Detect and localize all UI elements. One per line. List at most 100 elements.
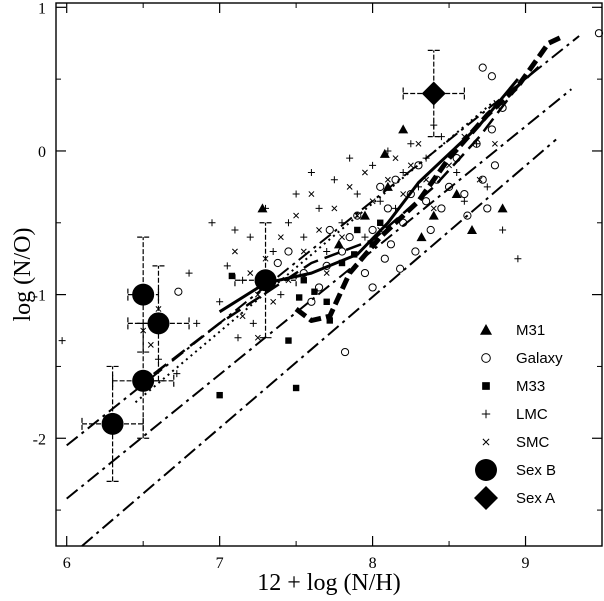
lmc-point: [353, 190, 361, 198]
lmc-point: [307, 169, 315, 177]
galaxy-point: [322, 261, 331, 270]
m33-point: [228, 272, 236, 280]
smc-point: [254, 334, 261, 341]
smc-point: [339, 234, 345, 241]
smc-point: [239, 313, 246, 320]
y-axis-label: log (N/O): [10, 228, 36, 322]
m33-point: [377, 219, 384, 226]
m33-point: [292, 384, 300, 392]
smc-point: [415, 140, 422, 147]
galaxy-point: [174, 287, 183, 296]
legend-sex-b: Sex B: [475, 459, 556, 481]
x-tick-label: 7: [216, 555, 224, 572]
model-line-dash-dot: [66, 88, 573, 500]
legend-smc: SMC: [482, 434, 550, 451]
galaxy-point: [307, 297, 316, 306]
m33-point: [311, 288, 318, 295]
lmc-point: [483, 183, 491, 191]
y-tick-label: 1: [38, 0, 46, 17]
legend: M31 Galaxy M33 LMC SMC Sex B Sex A: [474, 322, 563, 510]
y-tick-label: -1: [33, 288, 46, 305]
smc-point: [247, 270, 254, 277]
smc-point: [400, 191, 407, 198]
galaxy-point: [391, 175, 400, 184]
legend-sex-b-marker: [475, 459, 497, 481]
galaxy-point: [472, 139, 481, 148]
smc-point: [254, 291, 261, 298]
lmc-point: [384, 147, 392, 155]
galaxy-point: [498, 103, 507, 112]
galaxy-point: [368, 283, 377, 292]
legend-lmc-label: LMC: [516, 406, 548, 423]
x-tick-label: 9: [522, 555, 530, 572]
lmc-point: [407, 140, 415, 148]
smc-point: [231, 248, 238, 255]
m31-point: [398, 124, 409, 134]
m31-point: [451, 189, 462, 199]
m31-point: [416, 232, 427, 242]
galaxy-point: [396, 264, 405, 273]
galaxy-point: [483, 204, 492, 213]
m33-point: [326, 317, 333, 324]
plot-frame: [55, 2, 603, 547]
galaxy-point: [452, 154, 461, 163]
lmc-point: [499, 226, 507, 234]
galaxy-point: [414, 161, 423, 170]
lmc-point: [323, 248, 331, 256]
smc-point: [430, 205, 437, 212]
galaxy-point: [337, 247, 347, 256]
galaxy-point: [325, 225, 334, 235]
m33-point: [285, 337, 292, 344]
m31-point: [497, 203, 508, 213]
lmc-point: [216, 298, 224, 306]
legend-lmc-marker: [481, 409, 491, 419]
legend-lmc: LMC: [481, 406, 548, 423]
lmc-point: [284, 219, 292, 227]
lmc-point: [361, 233, 369, 241]
galaxy-point: [340, 347, 350, 357]
smc-point: [461, 133, 468, 140]
galaxy-point: [463, 211, 472, 220]
lmc-point: [262, 204, 270, 212]
sex-b-point: [254, 269, 277, 292]
smc-point: [377, 227, 384, 233]
galaxy-point: [487, 72, 496, 81]
galaxy-point: [460, 189, 469, 199]
smc-point: [293, 212, 300, 219]
smc-point: [369, 198, 376, 205]
galaxy-point: [376, 182, 385, 191]
legend-galaxy-marker: [481, 353, 491, 363]
lmc-point: [208, 219, 216, 227]
m33-point: [216, 391, 223, 399]
galaxy-point: [426, 225, 435, 235]
galaxy-point: [411, 247, 420, 256]
smc-point: [270, 298, 277, 305]
smc-point: [361, 169, 368, 176]
galaxy-point: [444, 182, 454, 191]
lmc-point: [269, 248, 277, 256]
galaxy-point: [478, 63, 487, 72]
galaxy-point: [386, 240, 396, 249]
lmc-point: [514, 255, 522, 263]
smc-point: [491, 140, 498, 147]
legend-m33-marker: [482, 382, 490, 390]
smc-point: [316, 227, 323, 233]
legend-sex-b-label: Sex B: [516, 462, 556, 479]
lmc-point: [58, 337, 66, 345]
x-axis-label: 12 + log (N/H): [257, 570, 401, 596]
y-tick-label: 0: [38, 144, 46, 161]
lmc-point: [246, 233, 254, 241]
lmc-point: [414, 183, 422, 191]
lmc-point: [315, 204, 323, 212]
lmc-point: [300, 233, 308, 241]
smc-point: [331, 205, 338, 212]
legend-galaxy-label: Galaxy: [516, 350, 563, 367]
y-tick-label: -2: [33, 431, 46, 448]
legend-smc-label: SMC: [516, 434, 550, 451]
axis-ticks: 6 7 8 9 -2 -1 0 1: [33, 0, 603, 572]
m33-point: [300, 277, 307, 284]
smc-point: [323, 270, 330, 277]
m31-point: [467, 224, 477, 234]
lmc-point: [422, 154, 430, 162]
legend-sex-a-label: Sex A: [516, 490, 555, 507]
